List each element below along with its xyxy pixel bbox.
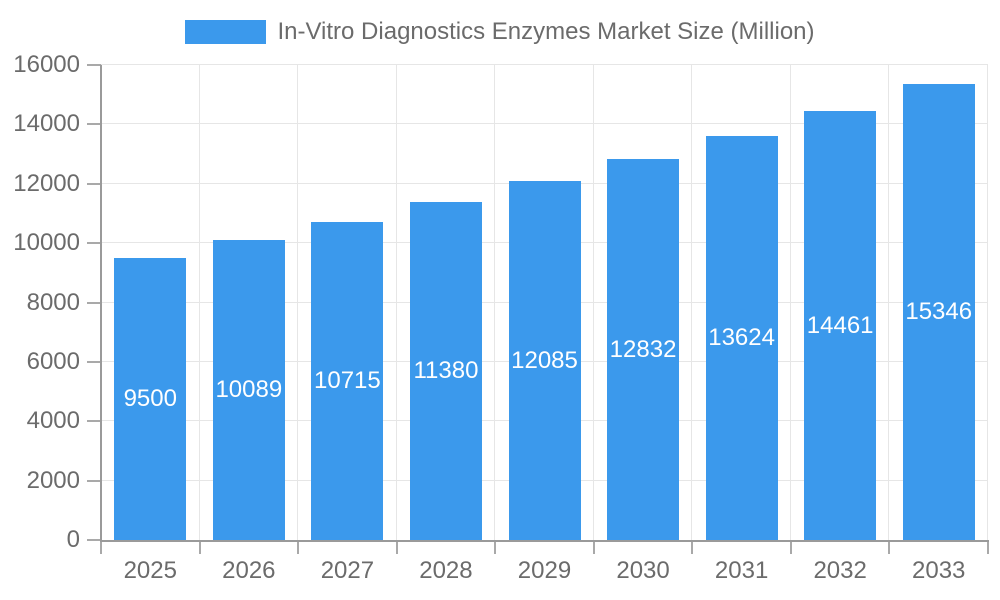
x-gridline — [297, 65, 299, 540]
bar[interactable] — [311, 222, 384, 540]
x-axis-label: 2030 — [616, 557, 670, 584]
y-gridline — [101, 64, 988, 65]
x-gridline — [691, 65, 693, 540]
x-gridline — [395, 65, 397, 540]
y-tick-mark — [87, 479, 101, 482]
x-gridline — [198, 65, 200, 540]
y-axis-label: 6000 — [26, 347, 80, 375]
x-tick-mark — [100, 540, 102, 554]
y-tick-mark — [87, 242, 101, 245]
bar-value-label: 12085 — [511, 346, 578, 374]
x-tick-mark — [395, 540, 398, 554]
x-axis-label: 2033 — [912, 557, 966, 584]
y-axis-label: 0 — [66, 526, 80, 553]
y-axis-label: 10000 — [13, 229, 80, 257]
y-tick-mark — [87, 539, 101, 541]
x-tick-mark — [198, 540, 201, 554]
legend-label: In-Vitro Diagnostics Enzymes Market Size… — [277, 18, 815, 45]
bar[interactable] — [705, 136, 778, 540]
x-axis-label: 2025 — [123, 557, 177, 584]
x-axis-label: 2032 — [813, 557, 867, 584]
x-gridline — [888, 65, 890, 540]
y-axis-label: 14000 — [13, 110, 80, 138]
bar-value-label: 12832 — [609, 335, 677, 363]
x-axis-label: 2027 — [320, 557, 375, 584]
x-tick-mark — [592, 540, 595, 554]
bar-value-label: 9500 — [123, 385, 177, 412]
bar-value-label: 14461 — [806, 311, 874, 339]
bar[interactable] — [607, 159, 680, 540]
x-axis-label: 2026 — [222, 557, 276, 584]
bar[interactable] — [508, 181, 581, 540]
y-tick-mark — [87, 301, 101, 304]
y-gridline — [101, 123, 988, 125]
y-tick-mark — [87, 360, 101, 363]
x-tick-mark — [494, 540, 497, 554]
x-gridline — [494, 65, 496, 540]
y-tick-mark — [87, 182, 101, 185]
x-axis-label: 2031 — [714, 557, 769, 584]
x-tick-mark — [888, 540, 891, 554]
y-axis-label: 16000 — [13, 51, 80, 78]
bar[interactable] — [212, 240, 285, 540]
y-tick-mark — [87, 420, 101, 423]
x-tick-mark — [691, 540, 694, 554]
y-axis-label: 12000 — [13, 169, 80, 197]
y-tick-mark — [87, 123, 101, 126]
bar-value-label: 10715 — [314, 367, 381, 394]
bar[interactable] — [804, 111, 877, 540]
bar-value-label: 10089 — [215, 376, 283, 403]
y-axis-line — [100, 65, 102, 542]
y-tick-mark — [87, 64, 101, 66]
legend-swatch — [185, 20, 267, 44]
x-tick-mark — [987, 540, 989, 554]
x-axis-label: 2028 — [419, 557, 473, 584]
x-gridline — [987, 65, 988, 540]
bar[interactable] — [114, 258, 187, 540]
y-axis-label: 2000 — [26, 466, 80, 494]
bar-value-label: 13624 — [708, 324, 775, 351]
chart-legend[interactable]: In-Vitro Diagnostics Enzymes Market Size… — [0, 17, 1000, 47]
x-tick-mark — [789, 540, 792, 554]
x-axis-line — [100, 540, 989, 542]
bar[interactable] — [409, 202, 482, 540]
x-axis-label: 2029 — [517, 557, 572, 584]
bar-value-label: 11380 — [413, 357, 479, 384]
bar-value-label: 15346 — [905, 298, 973, 325]
x-tick-mark — [297, 540, 300, 554]
x-gridline — [592, 65, 594, 540]
y-axis-label: 4000 — [26, 407, 80, 435]
x-gridline — [789, 65, 791, 540]
bar[interactable] — [902, 84, 975, 540]
y-axis-label: 8000 — [26, 288, 80, 316]
